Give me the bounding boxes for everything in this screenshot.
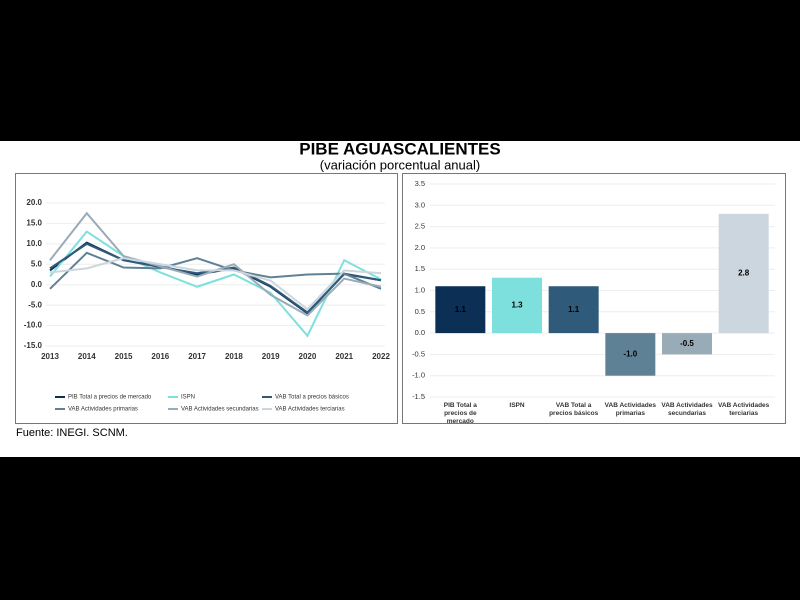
legend-label: PIB Total a precios de mercado <box>68 395 152 401</box>
x-tick-label: 2014 <box>78 352 96 361</box>
source: Fuente: INEGI. SCNM. <box>16 427 128 439</box>
series-line <box>49 257 382 311</box>
legend-label: VAB Actividades secundarias <box>181 407 259 413</box>
right-frame <box>402 173 786 424</box>
value-label: -1.0 <box>623 350 637 359</box>
series-line <box>49 251 382 290</box>
x-tick-label: ISPN <box>509 402 525 409</box>
x-tick-label: 2018 <box>225 352 243 361</box>
y-tick-label: 1.5 <box>415 264 425 273</box>
x-tick-label: VAB Actividades terciarias <box>718 402 770 418</box>
y-tick-label: 10.0 <box>26 239 42 248</box>
y-tick-label: 5.0 <box>31 259 43 268</box>
title: PIBE AGUASCALIENTES <box>299 139 501 158</box>
y-tick-label: 3.5 <box>415 179 425 188</box>
y-tick-label: -1.5 <box>412 392 425 401</box>
y-tick-label: 20.0 <box>26 198 42 207</box>
x-tick-label: VAB Total a precios básicos <box>549 402 599 418</box>
x-tick-label: 2021 <box>335 352 353 361</box>
y-tick-label: -15.0 <box>24 341 43 350</box>
x-tick-label: 2015 <box>115 352 133 361</box>
bar <box>548 286 599 334</box>
y-tick-label: 3.0 <box>415 200 425 209</box>
value-label: 1.3 <box>511 301 523 310</box>
y-tick-label: 0.5 <box>415 307 425 316</box>
bar <box>718 213 769 334</box>
x-tick-label: VAB Actividades secundarias <box>661 402 713 418</box>
value-label: 1.1 <box>568 305 580 314</box>
y-tick-label: -10.0 <box>24 321 43 330</box>
x-tick-label: 2017 <box>188 352 206 361</box>
bar <box>605 333 656 376</box>
left-frame <box>15 173 398 424</box>
panel <box>0 141 800 457</box>
bar <box>492 277 542 334</box>
y-tick-label: -1.0 <box>412 371 425 380</box>
y-tick-label: 15.0 <box>26 219 42 228</box>
x-tick-label: VAB Actividades primarias <box>604 402 656 418</box>
y-tick-label: 2.5 <box>415 222 425 231</box>
x-tick-label: 2013 <box>41 352 59 361</box>
legend-label: ISPN <box>181 395 195 401</box>
legend-label: VAB Total a precios básicos <box>275 395 349 401</box>
bar <box>435 286 486 334</box>
value-label: 2.8 <box>738 269 750 278</box>
legend-label: VAB Actividades terciarias <box>275 407 345 413</box>
subtitle: (variación porcentual anual) <box>320 157 480 172</box>
bar <box>662 333 712 355</box>
y-tick-label: 0.0 <box>31 280 43 289</box>
legend-label: VAB Actividades primarias <box>68 407 138 413</box>
y-tick-label: 1.0 <box>415 285 425 294</box>
x-tick-label: 2016 <box>151 352 169 361</box>
y-tick-label: -0.5 <box>412 349 425 358</box>
y-tick-label: 2.0 <box>415 243 425 252</box>
y-tick-label: -5.0 <box>28 300 42 309</box>
value-label: -0.5 <box>680 339 694 348</box>
x-tick-label: 2019 <box>262 352 280 361</box>
x-tick-label: 2020 <box>299 352 317 361</box>
x-tick-label: 2022 <box>372 352 390 361</box>
x-tick-label: PIB Total a precios de mercado <box>443 402 477 426</box>
value-label: 1.1 <box>455 305 467 314</box>
y-tick-label: 0.0 <box>415 328 425 337</box>
